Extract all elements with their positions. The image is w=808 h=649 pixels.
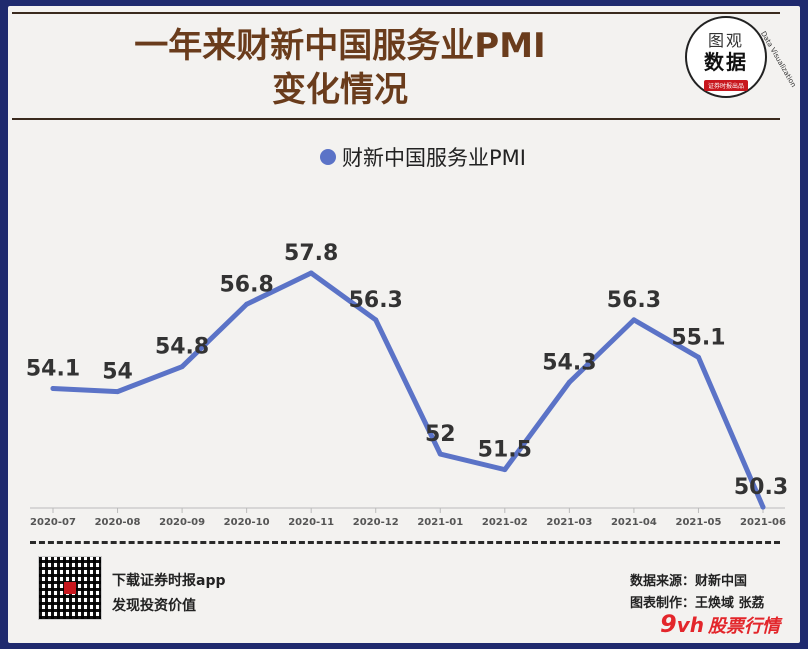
x-tick-label: 2020-10 (224, 517, 270, 528)
data-point (179, 364, 185, 370)
data-label: 56.8 (219, 272, 273, 297)
logo-main-text: 数据 (704, 50, 748, 74)
data-label: 50.3 (734, 475, 788, 500)
data-label: 55.1 (671, 325, 725, 350)
x-tick-label: 2021-01 (417, 517, 463, 528)
data-label: 56.3 (349, 288, 403, 313)
data-point (308, 270, 314, 276)
chart-maker: 图表制作：王焕域 张荔 (630, 596, 765, 611)
data-point (502, 467, 508, 473)
footer-divider (30, 541, 780, 544)
x-tick-label: 2021-05 (676, 517, 722, 528)
data-point (631, 317, 637, 323)
x-tick-label: 2020-11 (288, 517, 334, 528)
x-tick-label: 2021-02 (482, 517, 528, 528)
x-tick-label: 2021-04 (611, 517, 657, 528)
watermark: 9 vh 股票行情 (660, 610, 780, 638)
series-line (50, 270, 766, 510)
qr-code (38, 556, 102, 620)
data-point (566, 379, 572, 385)
data-point (50, 386, 56, 391)
data-label: 54 (102, 360, 133, 385)
data-label: 56.3 (607, 288, 661, 313)
data-source: 数据来源：财新中国 (630, 574, 748, 589)
data-label: 54.1 (26, 357, 80, 382)
brand-logo: 图观 数据 证券时报出品 (685, 16, 767, 98)
header-rule (12, 118, 780, 120)
watermark-num: 9 (660, 610, 677, 638)
data-label: 52 (425, 422, 456, 447)
data-point (373, 317, 379, 323)
legend-marker (320, 149, 336, 165)
title-line-2: 变化情况 (272, 70, 408, 110)
data-label: 54.8 (155, 335, 209, 360)
logo-top-text: 图观 (707, 31, 744, 50)
app-promo-line-1: 下载证券时报app (112, 573, 226, 589)
title-line-1: 一年来财新中国服务业PMI (134, 26, 546, 66)
x-tick-label: 2021-03 (546, 517, 592, 528)
data-point (115, 389, 121, 395)
top-rule (12, 12, 780, 14)
chart-card (8, 6, 800, 643)
chart-title: 一年来财新中国服务业PMI 变化情况 (60, 24, 620, 112)
data-point (760, 504, 766, 510)
data-label: 51.5 (478, 438, 532, 463)
x-tick-label: 2020-09 (159, 517, 205, 528)
data-point (244, 301, 250, 307)
x-tick-label: 2020-07 (30, 517, 76, 528)
watermark-text: 股票行情 (707, 616, 780, 637)
watermark-vh: vh (676, 613, 704, 637)
logo-tag: 证券时报出品 (703, 80, 748, 91)
x-tick-label: 2020-08 (95, 517, 141, 528)
data-point (437, 451, 443, 457)
app-promo-line-2: 发现投资价值 (112, 598, 196, 614)
qr-center-icon (64, 582, 76, 594)
legend-label: 财新中国服务业PMI (342, 146, 526, 170)
x-tick-label: 2020-12 (353, 517, 399, 528)
data-point (695, 354, 701, 360)
chart-legend: 财新中国服务业PMI (320, 142, 526, 172)
data-label: 57.8 (284, 241, 338, 266)
x-tick-label: 2021-06 (740, 517, 786, 528)
data-label: 54.3 (542, 350, 596, 375)
